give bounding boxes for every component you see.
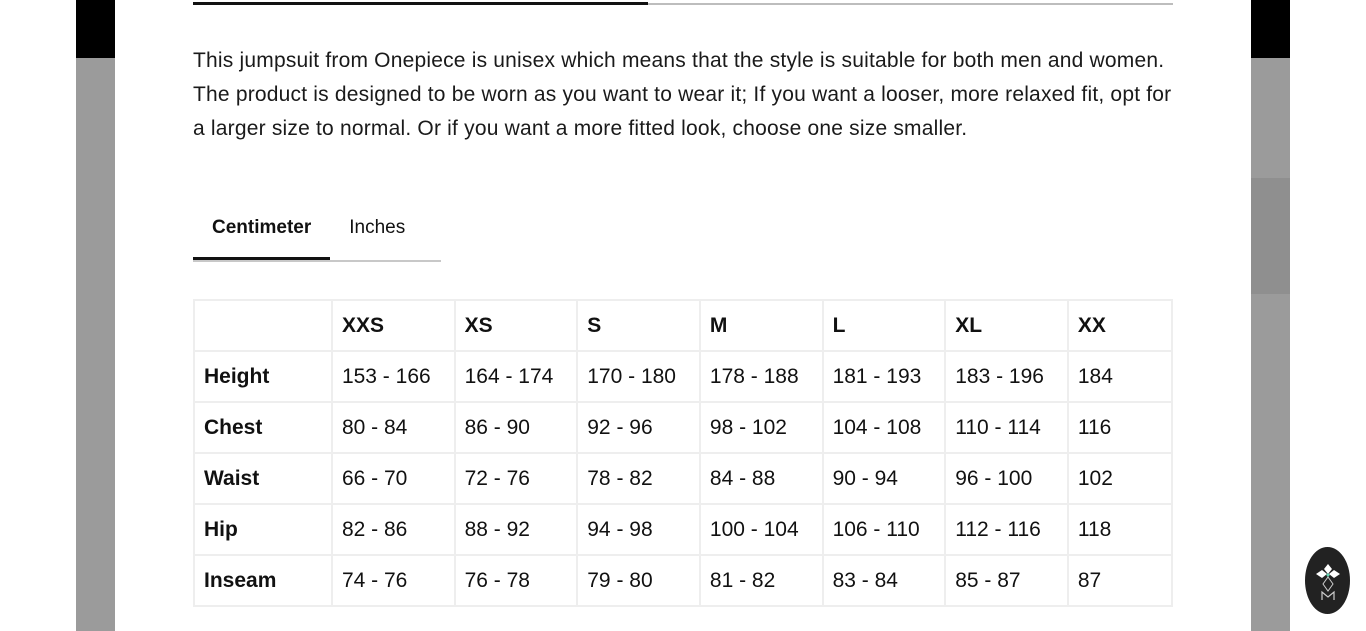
table-row: Height 153 - 166 164 - 174 170 - 180 178 - 1… bbox=[193, 350, 1173, 403]
measurement-cell: 76 - 78 bbox=[453, 554, 579, 607]
size-header-cell: XS bbox=[453, 299, 579, 352]
measurement-cell: 81 - 82 bbox=[698, 554, 824, 607]
measurement-cell: 82 - 86 bbox=[330, 503, 456, 556]
size-table: XXS XS S M L XL XX Height 153 - 166 164 - 174 170… bbox=[193, 299, 1173, 607]
measurement-cell: 116 bbox=[1066, 401, 1173, 454]
measurement-cell: 79 - 80 bbox=[576, 554, 701, 607]
measurement-label: Waist bbox=[193, 452, 333, 505]
table-header-row: XXS XS S M L XL XX bbox=[193, 299, 1173, 352]
size-header-cell: M bbox=[698, 299, 824, 352]
table-row: Hip 82 - 86 88 - 92 94 - 98 100 - 104 106 - 1… bbox=[193, 503, 1173, 556]
measurement-cell: 80 - 84 bbox=[330, 401, 456, 454]
measurement-cell: 94 - 98 bbox=[576, 503, 701, 556]
size-header-cell: XL bbox=[944, 299, 1069, 352]
measurement-cell: 86 - 90 bbox=[453, 401, 579, 454]
backdrop-left[interactable] bbox=[76, 0, 115, 631]
size-header-cell: XX bbox=[1066, 299, 1173, 352]
tab-centimeter[interactable]: Centimeter bbox=[193, 213, 331, 260]
measurement-cell: 184 bbox=[1066, 350, 1173, 403]
measurement-cell: 88 - 92 bbox=[453, 503, 579, 556]
measurement-cell: 164 - 174 bbox=[453, 350, 579, 403]
size-header-cell: L bbox=[821, 299, 947, 352]
measurement-label: Hip bbox=[193, 503, 333, 556]
measurement-cell: 102 bbox=[1066, 452, 1173, 505]
brand-logo-icon bbox=[1315, 563, 1340, 600]
measurement-cell: 87 bbox=[1066, 554, 1173, 607]
size-header-cell: S bbox=[576, 299, 701, 352]
measurement-cell: 74 - 76 bbox=[330, 554, 456, 607]
table-row: Waist 66 - 70 72 - 76 78 - 82 84 - 88 90 - 94… bbox=[193, 452, 1173, 505]
measurement-label: Chest bbox=[193, 401, 333, 454]
measurement-cell: 78 - 82 bbox=[576, 452, 701, 505]
measurement-cell: 90 - 94 bbox=[821, 452, 947, 505]
measurement-cell: 178 - 188 bbox=[698, 350, 824, 403]
unit-tabs: Centimeter Inches bbox=[193, 213, 441, 262]
measurement-cell: 112 - 116 bbox=[944, 503, 1069, 556]
scrollbar-thumb[interactable] bbox=[1251, 178, 1290, 294]
measurement-cell: 106 - 110 bbox=[821, 503, 947, 556]
table-row: Inseam 74 - 76 76 - 78 79 - 80 81 - 82 83 - 8… bbox=[193, 554, 1173, 607]
measurement-label: Inseam bbox=[193, 554, 333, 607]
header-corner-cell bbox=[193, 299, 333, 352]
backdrop-black-bar bbox=[76, 0, 115, 58]
measurement-cell: 181 - 193 bbox=[821, 350, 947, 403]
measurement-cell: 110 - 114 bbox=[944, 401, 1069, 454]
measurement-cell: 118 bbox=[1066, 503, 1173, 556]
size-table-container: XXS XS S M L XL XX Height 153 - 166 164 - 174 170… bbox=[193, 299, 1173, 619]
progress-bar bbox=[193, 2, 1173, 5]
measurement-cell: 98 - 102 bbox=[698, 401, 824, 454]
measurement-cell: 183 - 196 bbox=[944, 350, 1069, 403]
measurement-cell: 85 - 87 bbox=[944, 554, 1069, 607]
progress-fill bbox=[193, 2, 648, 5]
measurement-cell: 104 - 108 bbox=[821, 401, 947, 454]
measurement-cell: 100 - 104 bbox=[698, 503, 824, 556]
tab-inches[interactable]: Inches bbox=[349, 217, 406, 238]
measurement-label: Height bbox=[193, 350, 333, 403]
backdrop-right[interactable] bbox=[1251, 0, 1290, 631]
measurement-cell: 66 - 70 bbox=[330, 452, 456, 505]
measurement-cell: 83 - 84 bbox=[821, 554, 947, 607]
measurement-cell: 153 - 166 bbox=[330, 350, 456, 403]
size-header-cell: XXS bbox=[330, 299, 456, 352]
table-row: Chest 80 - 84 86 - 90 92 - 96 98 - 102 104 - … bbox=[193, 401, 1173, 454]
size-guide-modal: This jumpsuit from Onepiece is unisex wh… bbox=[115, 0, 1251, 631]
chat-button[interactable] bbox=[1305, 547, 1350, 614]
measurement-cell: 92 - 96 bbox=[576, 401, 701, 454]
measurement-cell: 96 - 100 bbox=[944, 452, 1069, 505]
fit-description: This jumpsuit from Onepiece is unisex wh… bbox=[193, 49, 1172, 140]
measurement-cell: 72 - 76 bbox=[453, 452, 579, 505]
backdrop-black-bar bbox=[1251, 0, 1290, 58]
measurement-cell: 84 - 88 bbox=[698, 452, 824, 505]
measurement-cell: 170 - 180 bbox=[576, 350, 701, 403]
